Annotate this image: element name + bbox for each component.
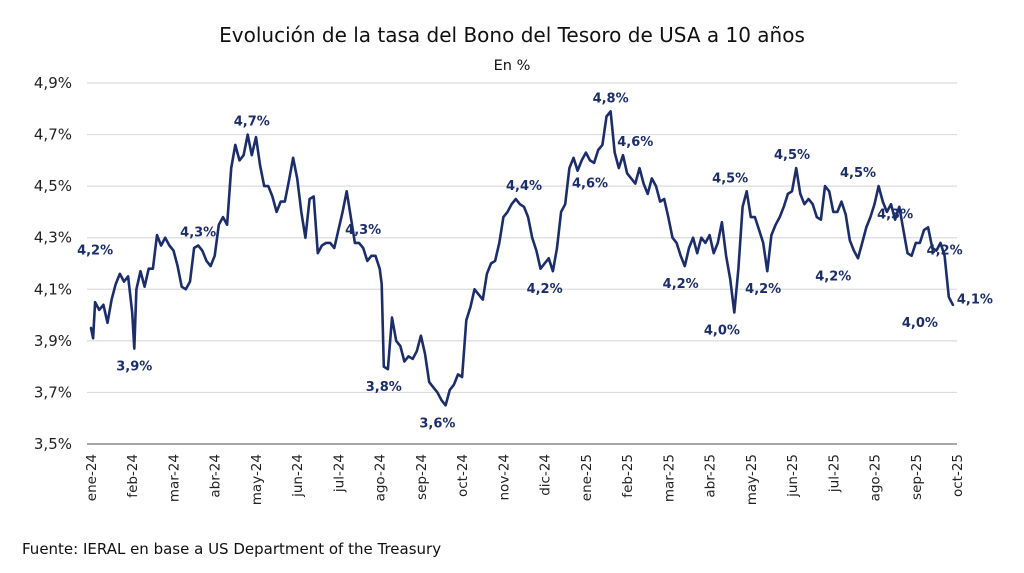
x-tick-label: sep-25 [909,454,925,500]
x-tick-label: dic-24 [538,454,554,496]
data-label: 4,0% [902,316,938,331]
x-tick-label: jun-25 [785,454,801,498]
chart-subtitle: En % [494,58,531,74]
data-label: 4,3% [345,223,381,238]
data-label: 4,5% [840,166,876,181]
data-label: 3,9% [116,360,152,375]
data-label: 4,8% [593,91,629,106]
y-axis-ticks: 3,5% 3,7% 3,9% 4,1% 4,3% 4,5% 4,7% 4,9% [34,74,72,453]
data-label: 4,2% [663,277,699,292]
x-tick-label: may-24 [249,454,265,505]
x-tick-label: ago-24 [373,454,389,501]
x-tick-label: jun-24 [290,454,306,498]
y-tick-label: 3,5% [34,435,72,453]
series-layer [89,110,955,407]
data-label: 4,2% [527,282,563,297]
x-tick-label: jul-25 [826,454,842,493]
y-tick-label: 4,3% [34,229,72,247]
chart-title: Evolución de la tasa del Bono del Tesoro… [219,23,805,47]
x-tick-label: feb-24 [125,454,141,498]
data-label: 4,2% [815,269,851,284]
x-tick-label: oct-25 [950,454,966,497]
x-tick-label: mar-24 [166,454,182,502]
data-label: 4,4% [506,179,542,194]
data-label: 4,2% [77,244,113,259]
data-label: 4,5% [774,148,810,163]
y-tick-label: 4,5% [34,177,72,195]
data-label: 4,7% [234,115,270,130]
data-label: 4,3% [877,207,913,222]
data-label: 4,1% [957,292,993,307]
data-label: 4,5% [712,171,748,186]
data-label: 4,6% [572,177,608,192]
data-label: 4,2% [927,244,963,259]
data-label: 4,2% [745,282,781,297]
y-tick-label: 4,1% [34,280,72,298]
data-labels: 4,2% 3,9% 4,3% 4,7% 4,3% 3,8% 3,6% 4,4% 4,2% 4,6%… [77,91,993,431]
x-tick-label: oct-24 [455,454,471,497]
y-tick-label: 4,9% [34,74,72,92]
x-tick-label: nov-24 [496,454,512,501]
data-label: 3,6% [419,416,455,431]
source-note: Fuente: IERAL en base a US Department of… [22,540,442,558]
x-tick-label: sep-24 [414,454,430,500]
x-tick-label: jul-24 [331,454,347,493]
data-label: 4,0% [704,324,740,339]
y-tick-label: 3,7% [34,383,72,401]
gridlines [87,82,957,445]
x-tick-label: abr-25 [703,454,719,498]
y-tick-label: 4,7% [34,126,72,144]
data-label: 4,6% [617,135,653,150]
data-label: 4,3% [180,226,216,241]
x-tick-label: abr-24 [208,454,224,498]
series-line [89,110,955,407]
x-tick-label: ene-24 [84,454,100,501]
x-axis-ticks: ene-24 feb-24 mar-24 abr-24 may-24 jun-24 jul-… [84,454,966,505]
x-tick-label: may-25 [744,454,760,505]
x-tick-label: feb-25 [620,454,636,498]
y-tick-label: 3,9% [34,332,72,350]
x-tick-label: ago-25 [868,454,884,501]
x-tick-label: mar-25 [661,454,677,502]
x-tick-label: ene-25 [579,454,595,501]
data-label: 3,8% [366,380,402,395]
